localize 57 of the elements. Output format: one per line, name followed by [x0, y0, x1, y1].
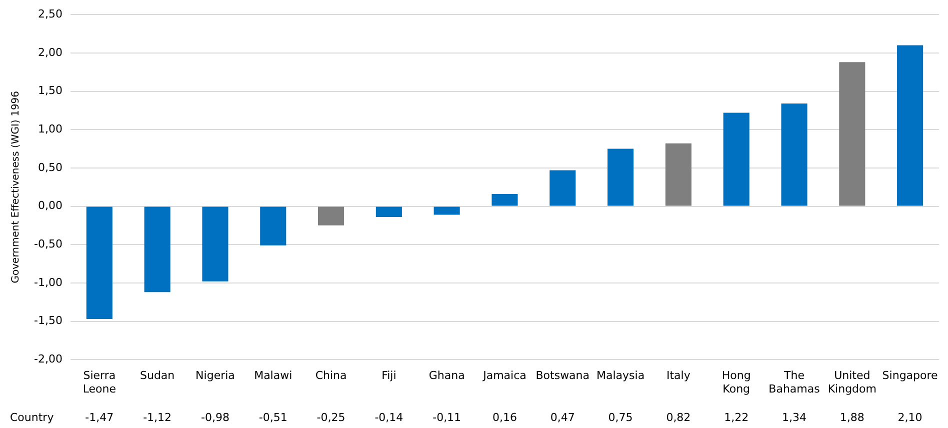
data-label: 2,10 [898, 410, 922, 424]
data-label: -0,11 [432, 410, 462, 424]
x-tick-label: Malaysia [596, 369, 645, 382]
y-tick-label: -0,50 [34, 237, 62, 250]
y-tick-label: 0,00 [38, 199, 62, 212]
bar [492, 194, 518, 206]
x-tick-label: Hong Kong [722, 369, 751, 396]
y-tick-label: 1,50 [38, 84, 62, 98]
x-tick-label: Sierra Leone [82, 369, 116, 396]
data-label: -0,25 [316, 410, 346, 424]
data-label: 0,47 [550, 410, 575, 424]
data-label: 1,34 [782, 410, 806, 424]
y-tick-label: 1,00 [38, 122, 62, 136]
data-label: 1,22 [724, 410, 749, 424]
x-tick-label: Botswana [536, 369, 590, 382]
x-tick-label: The Bahamas [768, 369, 820, 396]
bar [608, 148, 634, 206]
bar [781, 104, 808, 206]
bar [897, 45, 924, 206]
y-tick-label: -2,00 [34, 352, 62, 366]
data-label: 1,88 [840, 410, 864, 424]
bar [839, 62, 866, 206]
data-label: -1,47 [85, 410, 114, 424]
data-label: -0,98 [200, 410, 230, 424]
bar [434, 206, 460, 215]
bar [86, 206, 112, 319]
y-tick-label: -1,00 [34, 276, 62, 289]
x-tick-label: Nigeria [196, 369, 235, 382]
x-tick-label: Ghana [428, 369, 465, 382]
data-label: 0,16 [492, 410, 517, 424]
y-tick-label: 2,00 [38, 46, 62, 59]
bar [550, 170, 576, 206]
x-tick-label: Italy [666, 369, 691, 382]
bar [144, 206, 170, 292]
data-label: -0,51 [258, 410, 288, 424]
x-tick-label: Fiji [382, 369, 396, 382]
data-label: 0,75 [608, 410, 633, 424]
y-axis-title: Government Effectiveness (WGI) 1996 [10, 90, 22, 284]
data-label: -0,14 [374, 410, 404, 424]
data-label: -1,12 [143, 410, 172, 424]
x-axis-title: Country [10, 410, 54, 424]
x-tick-label: United Kingdom [828, 369, 876, 396]
bar [665, 143, 692, 206]
bar [260, 206, 286, 246]
bar [376, 206, 402, 217]
bar [723, 112, 750, 206]
x-tick-label: Jamaica [482, 369, 526, 382]
y-tick-label: 2,50 [38, 7, 62, 20]
bar [318, 206, 344, 226]
x-tick-label: China [315, 369, 347, 382]
y-tick-label: -1,50 [34, 314, 62, 328]
x-tick-label: Malawi [254, 369, 292, 382]
y-tick-label: 0,50 [38, 160, 62, 174]
x-tick-label: Sudan [140, 369, 175, 382]
x-tick-label: Singapore [882, 369, 938, 382]
data-label: 0,82 [666, 410, 691, 424]
bar [202, 206, 228, 282]
